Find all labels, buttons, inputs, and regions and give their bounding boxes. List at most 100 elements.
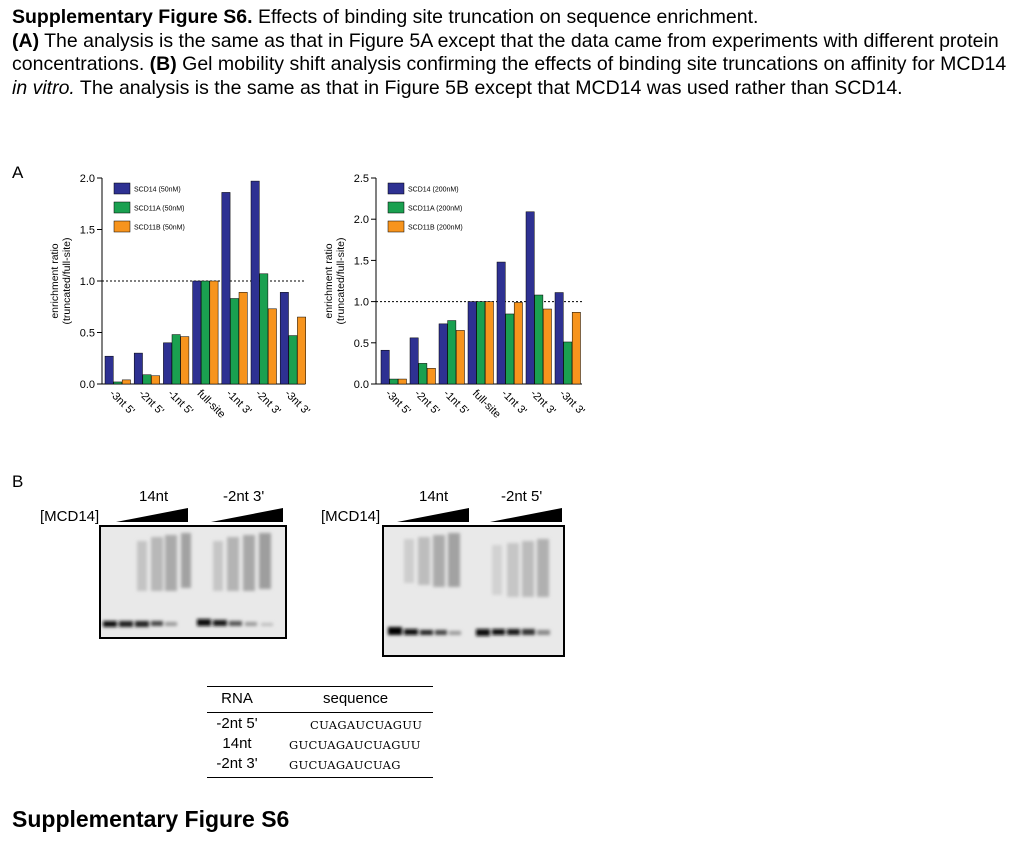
bar xyxy=(121,379,131,385)
sequence-table: RNA sequence -2nt 5' CUAGAUCUAGUU 14nt G… xyxy=(207,686,433,778)
x-tick-label: -3nt 3' xyxy=(557,388,587,418)
legend-label: SCD14 (200nM) xyxy=(408,187,459,194)
row-sequence: GUCUAGAUCUAGUU xyxy=(289,738,421,752)
bar xyxy=(426,368,436,385)
y-axis-title-line1: enrichment ratio xyxy=(323,243,335,318)
x-tick-label: -1nt 5' xyxy=(165,388,195,418)
bar xyxy=(250,180,260,385)
bar xyxy=(496,261,506,385)
footer-title: Supplementary Figure S6 xyxy=(12,806,290,832)
gel-left-protein-label: [MCD14] xyxy=(40,508,100,525)
bar xyxy=(455,330,465,385)
legend-swatch xyxy=(113,182,131,195)
bar xyxy=(142,374,152,385)
bar xyxy=(513,302,523,385)
bar xyxy=(505,313,515,385)
y-axis-title-line1: enrichment ratio xyxy=(49,243,61,318)
x-tick-label: -2nt 3' xyxy=(528,388,558,418)
bar xyxy=(113,381,123,385)
y-tick-label: 1.5 xyxy=(80,225,95,237)
bar xyxy=(288,335,298,385)
caption-title: Supplementary Figure S6. xyxy=(12,6,253,28)
bar xyxy=(484,301,494,385)
bar xyxy=(230,298,239,385)
row-rna: -2nt 3' xyxy=(216,755,258,772)
legend-label: SCD11B (200nM) xyxy=(408,225,463,232)
y-tick-label: 2.0 xyxy=(80,173,95,185)
gel-right-wedge-2 xyxy=(490,508,562,522)
bar xyxy=(297,316,306,385)
caption-b-text-1: Gel mobility shift analysis confirming t… xyxy=(176,53,1007,75)
caption-title-rest: Effects of binding site truncation on se… xyxy=(252,6,759,28)
caption-a-label: (A) xyxy=(12,29,40,52)
bar xyxy=(380,349,390,385)
y-tick-label: 1.0 xyxy=(354,297,369,309)
legend-label: SCD11B (50nM) xyxy=(134,225,185,232)
figure-caption: Supplementary Figure S6. Effects of bind… xyxy=(12,6,1017,100)
bar xyxy=(151,375,160,385)
legend-label: SCD11A (50nM) xyxy=(134,206,184,213)
gel-right-image xyxy=(382,525,565,657)
row-rna: 14nt xyxy=(222,735,252,752)
bar xyxy=(171,334,181,385)
bar xyxy=(200,280,210,385)
y-tick-label: 0.0 xyxy=(354,379,369,391)
bar xyxy=(409,337,419,385)
table-row: -2nt 5' CUAGAUCUAGUU xyxy=(207,715,433,735)
x-tick-label: -1nt 3' xyxy=(499,388,529,418)
x-tick-label: -3nt 3' xyxy=(282,388,312,418)
x-tick-label: -1nt 5' xyxy=(441,388,471,418)
x-tick-label: -1nt 3' xyxy=(224,388,254,418)
x-tick-label: -2nt 3' xyxy=(253,388,283,418)
caption-b-label: (B) xyxy=(149,53,177,75)
gel-left-group2-label: -2nt 3' xyxy=(223,488,265,505)
bar xyxy=(525,211,535,385)
bar xyxy=(438,323,448,385)
gel-right-concentration-wedges xyxy=(397,508,562,522)
bar xyxy=(180,336,190,385)
legend-swatch xyxy=(387,220,405,233)
x-tick-label: full-site xyxy=(194,388,227,421)
gel-left-bands xyxy=(103,533,273,627)
legend-swatch xyxy=(387,182,405,195)
bar xyxy=(563,341,573,385)
gel-left-wedge-1 xyxy=(116,508,188,522)
caption-b-text-2: The analysis is the same as that in Figu… xyxy=(74,76,903,99)
legend-label: SCD14 (50nM) xyxy=(134,187,181,194)
bar xyxy=(238,292,248,385)
y-tick-label: 1.5 xyxy=(354,255,369,267)
y-axis-title-line2: (truncated/full-site) xyxy=(335,238,347,325)
bar xyxy=(133,352,143,385)
bar xyxy=(542,308,552,385)
gel-right-group1-label: 14nt xyxy=(419,488,449,505)
gel-right-wedge-1 xyxy=(397,508,469,522)
bar xyxy=(467,301,477,385)
y-tick-label: 0.0 xyxy=(80,379,95,391)
header-sequence: sequence xyxy=(323,690,389,707)
bar xyxy=(397,378,407,385)
y-tick-label: 1.0 xyxy=(80,276,95,288)
gel-left-wedge-2 xyxy=(211,508,283,522)
caption-a-text: The analysis is the same as that in Figu… xyxy=(12,29,999,76)
row-sequence: GUCUAGAUCUAG xyxy=(289,758,401,772)
bar xyxy=(221,192,231,385)
y-tick-label: 2.0 xyxy=(354,214,369,226)
bar xyxy=(163,342,172,385)
legend-label: SCD11A (200nM) xyxy=(408,206,462,213)
bar xyxy=(571,312,581,385)
caption-b-italic: in vitro. xyxy=(12,76,75,99)
chart-200nM: 0.0 0.5 1.0 1.5 2.0 2.5 enrichment ratio (trunc… xyxy=(323,173,587,421)
legend-swatch xyxy=(113,201,131,214)
bar xyxy=(534,294,544,385)
x-tick-label: -3nt 5' xyxy=(107,388,137,418)
legend-swatch xyxy=(113,220,131,233)
panel-b-label: B xyxy=(12,472,24,491)
x-tick-label: -2nt 5' xyxy=(136,388,166,418)
bar xyxy=(418,363,428,385)
bar xyxy=(192,280,202,385)
sequence-table-header: RNA sequence xyxy=(207,690,433,710)
y-tick-label: 2.5 xyxy=(354,173,369,185)
gel-left-image xyxy=(99,525,287,639)
gel-right-bands xyxy=(388,533,550,636)
gel-left-concentration-wedges xyxy=(116,508,283,522)
